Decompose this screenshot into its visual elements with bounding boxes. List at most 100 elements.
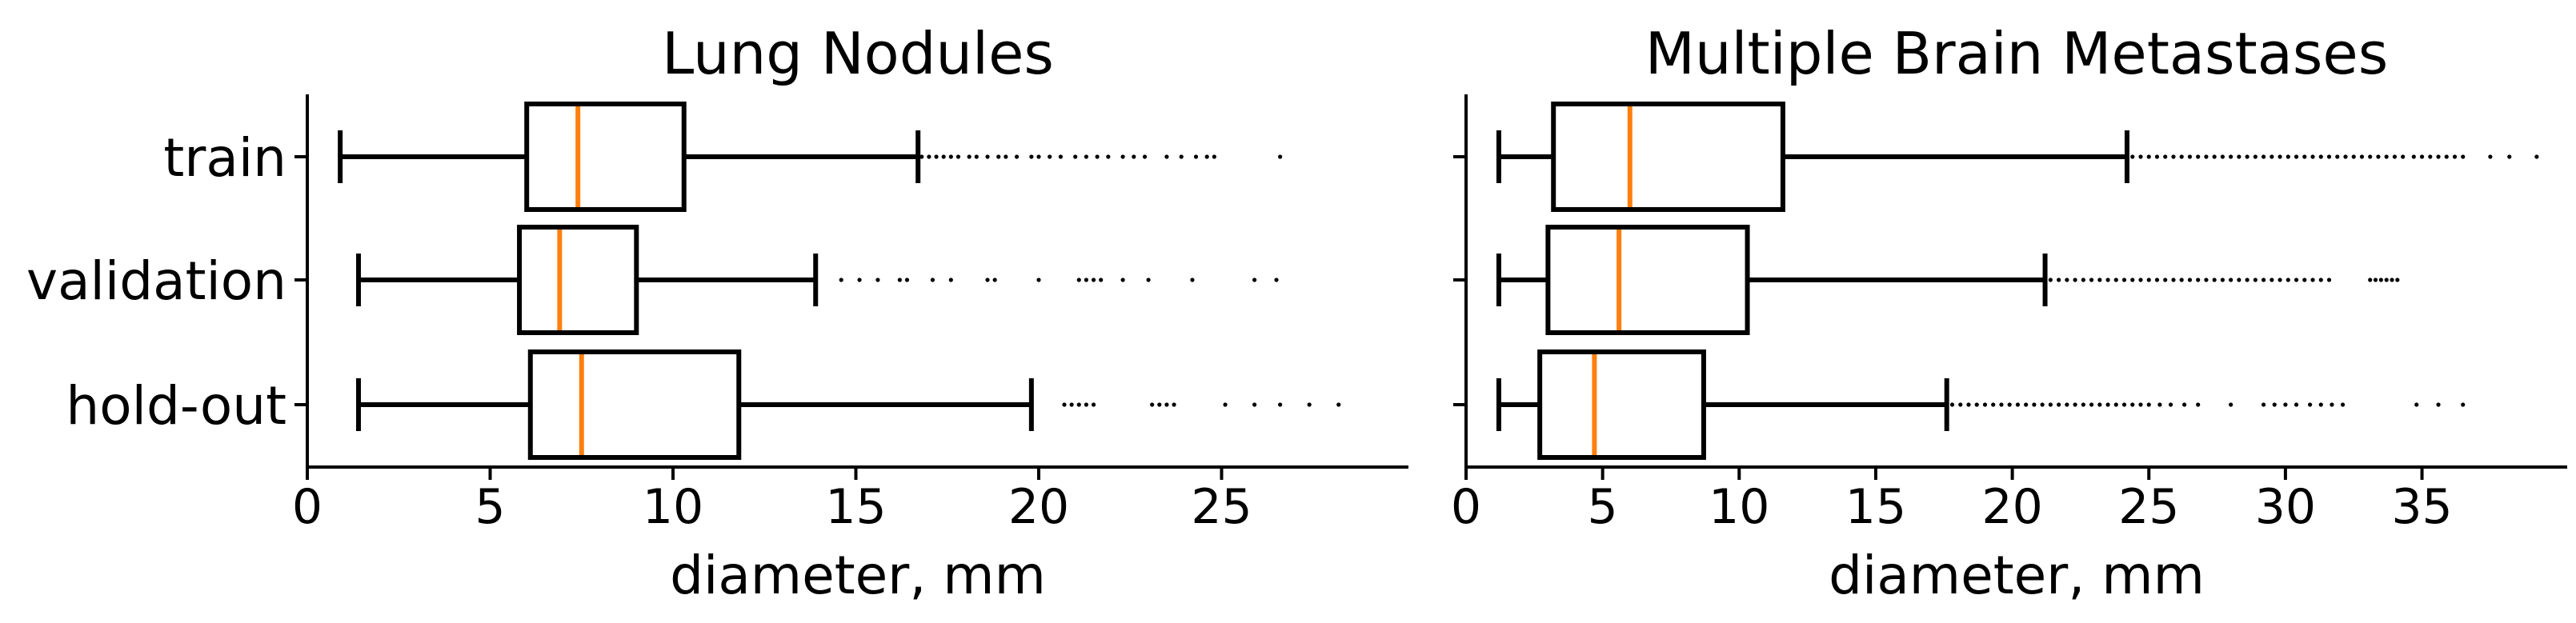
outlier-point	[1120, 278, 1125, 282]
outlier-point	[2130, 154, 2135, 159]
outlier-point	[2270, 278, 2274, 282]
outlier-point	[1150, 402, 1155, 407]
outlier-point	[1142, 154, 1148, 159]
outlier-point	[2097, 402, 2102, 407]
outlier-point	[1172, 402, 1176, 407]
x-tick-label: 15	[1845, 479, 1906, 535]
outlier-point	[2196, 278, 2201, 282]
outlier-point	[1014, 154, 1020, 159]
outlier-point	[2401, 154, 2406, 159]
outlier-point	[934, 154, 939, 159]
x-axis-label: diameter, mm	[670, 545, 1046, 606]
outlier-point	[2395, 278, 2400, 282]
outlier-point	[1223, 402, 1228, 407]
outlier-point	[2229, 402, 2233, 407]
outlier-point	[2351, 154, 2356, 159]
outlier-point	[2294, 154, 2299, 159]
outlier-point	[2318, 278, 2323, 282]
outlier-point	[2089, 278, 2094, 282]
outlier-point	[2261, 154, 2266, 159]
outlier-point	[1164, 154, 1169, 159]
x-tick-label: 5	[1588, 479, 1618, 535]
x-tick-label: 10	[643, 479, 703, 535]
outlier-point	[2105, 278, 2110, 282]
box-train	[1496, 102, 2539, 212]
outlier-point	[1095, 154, 1100, 159]
outlier-point	[2237, 278, 2241, 282]
outlier-point	[2212, 278, 2217, 282]
outlier-point	[2253, 278, 2258, 282]
outlier-point	[1966, 402, 1971, 407]
outlier-point	[1157, 402, 1162, 407]
outlier-point	[2373, 278, 2378, 282]
lung-nodules-panel: Lung Nodules diameter, mm train validati…	[26, 20, 1408, 606]
outlier-point	[2073, 278, 2077, 282]
outlier-point	[2378, 278, 2383, 282]
outlier-point	[857, 278, 862, 282]
iqr-box	[1545, 225, 1750, 335]
outlier-point	[1146, 278, 1151, 282]
box-train	[338, 102, 1283, 212]
outlier-point	[2138, 154, 2143, 159]
outlier-point	[2411, 154, 2416, 159]
outlier-point	[2488, 154, 2493, 159]
outlier-point	[2253, 154, 2258, 159]
outlier-point	[919, 154, 924, 159]
box-plots	[338, 102, 1341, 460]
outlier-point	[897, 278, 902, 282]
outlier-point	[948, 278, 953, 282]
outlier-point	[1958, 402, 1963, 407]
outlier-point	[1274, 278, 1279, 282]
outlier-point	[2168, 402, 2173, 407]
outlier-point	[1132, 154, 1136, 159]
x-tick-label: 25	[1191, 479, 1252, 535]
outlier-point	[1099, 278, 1104, 282]
outlier-point	[2048, 278, 2053, 282]
outlier-point	[2048, 402, 2053, 407]
outlier-point	[1190, 278, 1195, 282]
outlier-point	[2182, 402, 2187, 407]
outlier-point	[1076, 402, 1081, 407]
outlier-point	[2326, 154, 2332, 159]
outlier-point	[2308, 402, 2313, 407]
outlier-point	[1084, 278, 1089, 282]
outlier-point	[1336, 402, 1341, 407]
outlier-point	[927, 154, 931, 159]
outlier-point	[2163, 154, 2168, 159]
outlier-point	[2368, 278, 2373, 282]
outlier-point	[985, 278, 990, 282]
outlier-point	[2534, 154, 2539, 159]
iqr-box	[527, 349, 742, 460]
box-plots	[1496, 102, 2539, 460]
outlier-point	[2057, 402, 2061, 407]
category-label-train: train	[163, 127, 286, 189]
outlier-point	[1307, 402, 1312, 407]
outlier-point	[948, 154, 953, 159]
x-tick-label: 35	[2391, 479, 2452, 535]
outlier-point	[1091, 402, 1096, 407]
outlier-point	[2171, 278, 2176, 282]
outlier-point	[2278, 154, 2282, 159]
outlier-point	[2212, 154, 2217, 159]
outlier-point	[1069, 402, 1074, 407]
brain-metastases-panel: Multiple Brain Metastases diameter, mm 0…	[1451, 20, 2567, 606]
x-tick-label: 20	[1981, 479, 2042, 535]
outlier-point	[2392, 154, 2398, 159]
outlier-point	[2278, 278, 2282, 282]
outlier-point	[2138, 278, 2143, 282]
outlier-point	[2220, 154, 2225, 159]
outlier-point	[1991, 402, 1996, 407]
outlier-point	[2272, 402, 2277, 407]
box-hold-out	[1496, 349, 2466, 460]
outlier-point	[2294, 278, 2299, 282]
outlier-point	[1999, 402, 2004, 407]
outlier-point	[839, 278, 843, 282]
outlier-point	[2261, 402, 2266, 407]
outlier-point	[2196, 402, 2201, 407]
outlier-point	[1073, 154, 1078, 159]
outlier-point	[1278, 154, 1283, 159]
outlier-point	[2340, 402, 2346, 407]
outlier-point	[2461, 402, 2466, 407]
outlier-point	[2089, 402, 2094, 407]
